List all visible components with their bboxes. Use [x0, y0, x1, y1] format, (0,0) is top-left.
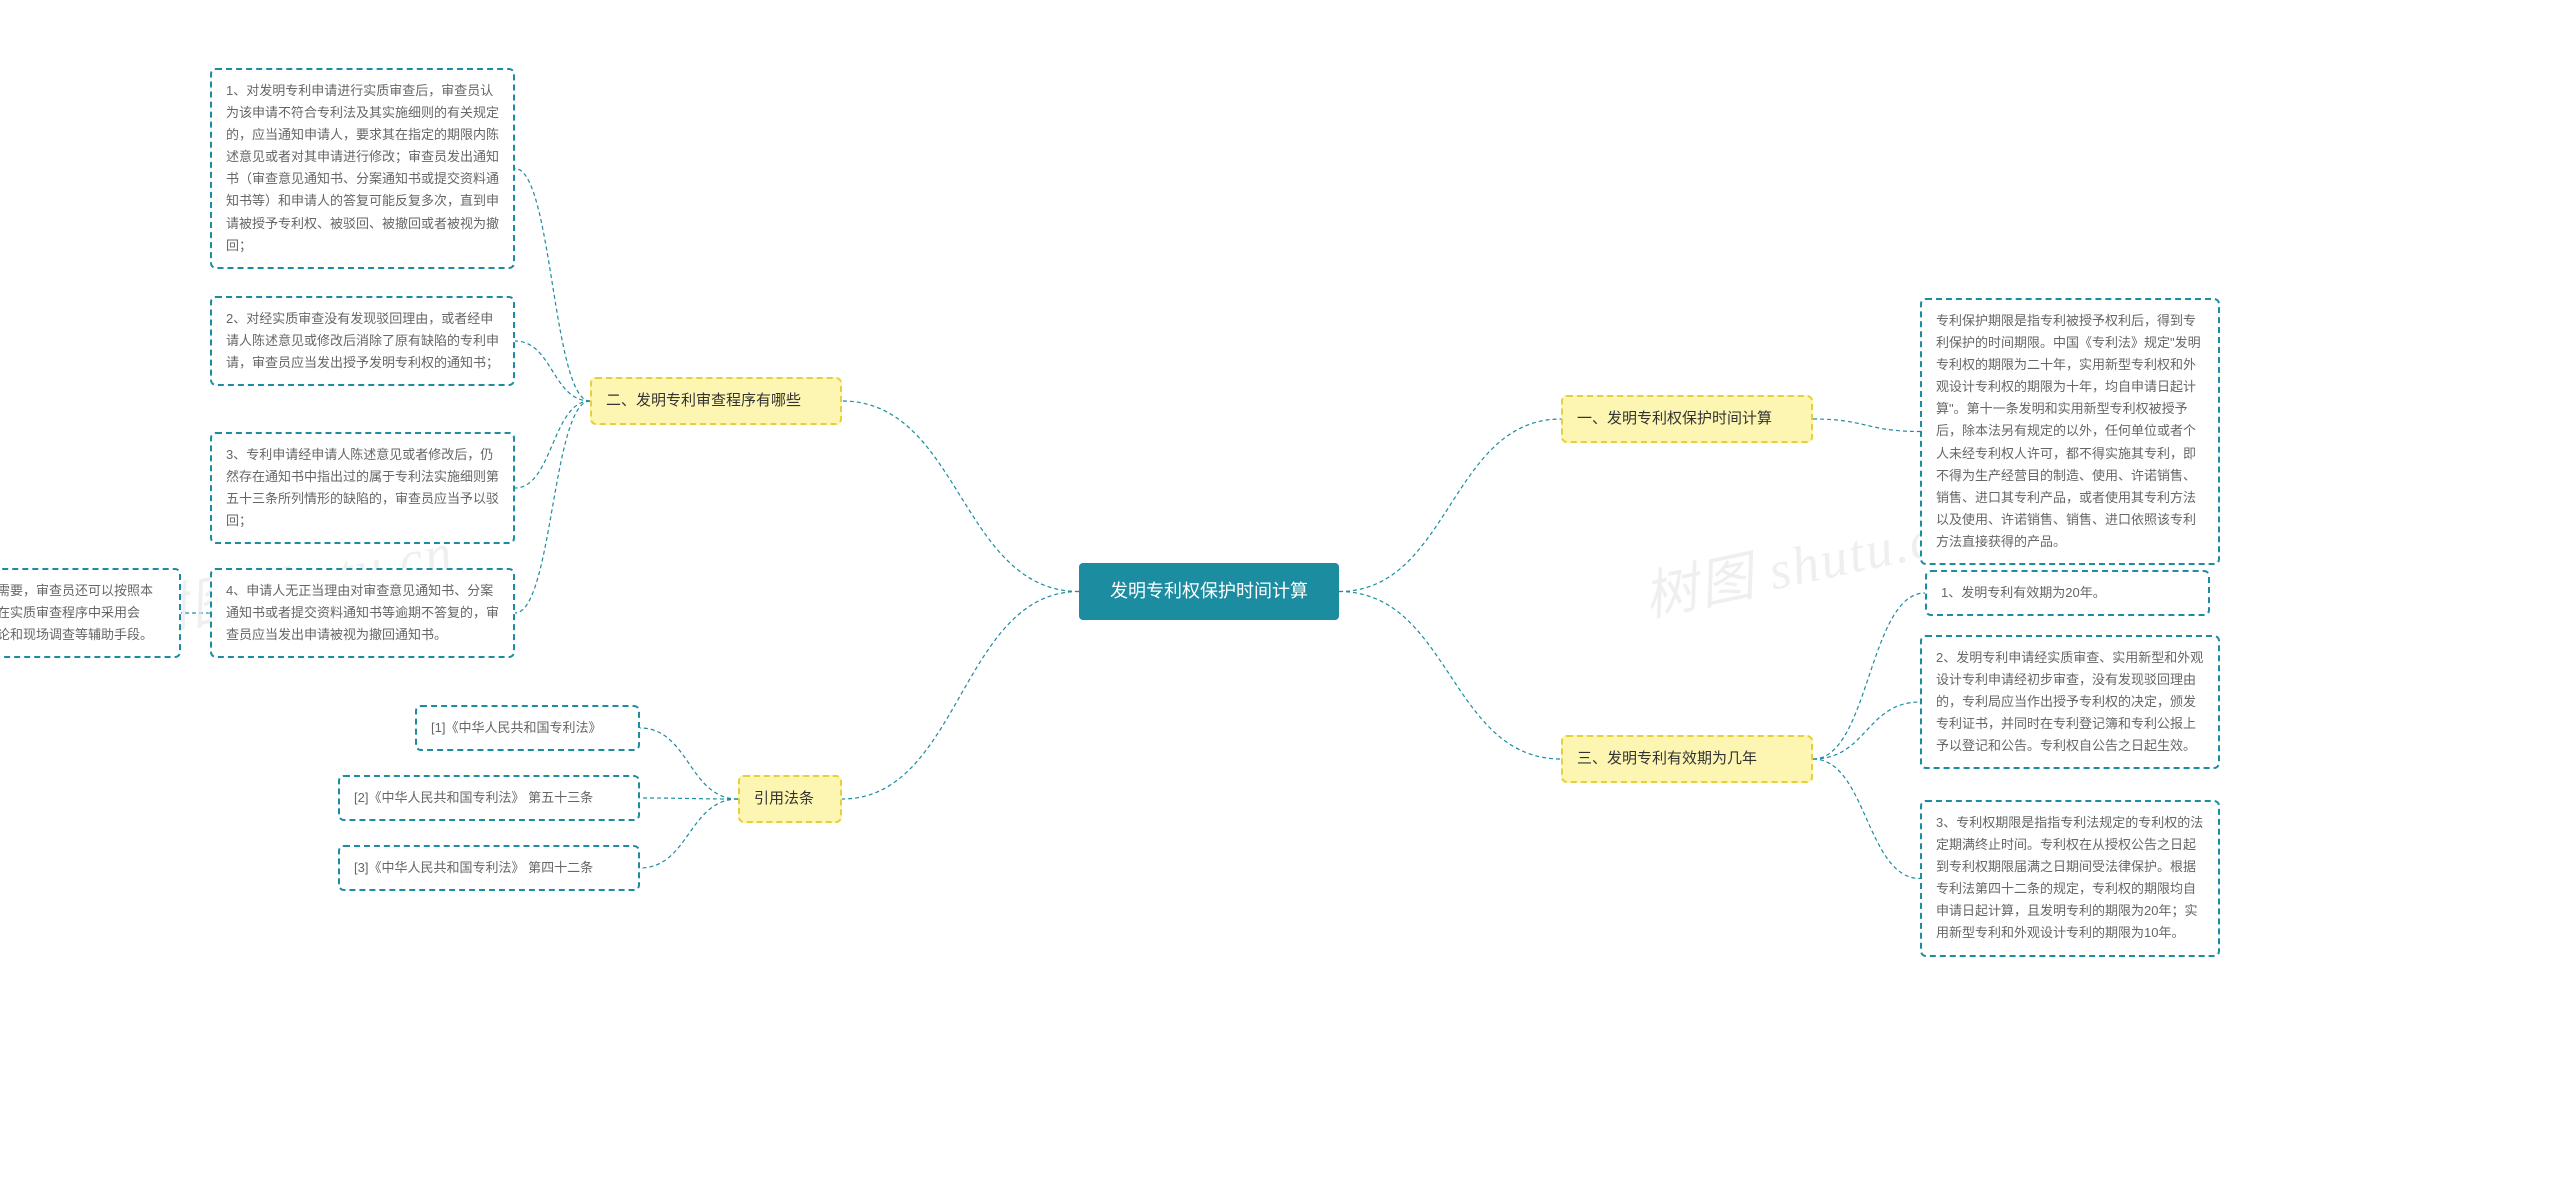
- leaf-procedure-4: 4、申请人无正当理由对审查意见通知书、分案通知书或者提交资料通知书等逾期不答复的…: [210, 568, 515, 658]
- leaf-validity-2: 2、发明专利申请经实质审查、实用新型和外观设计专利申请经初步审查，没有发现驳回理…: [1920, 635, 2220, 769]
- leaf-procedure-3: 3、专利申请经申请人陈述意见或者修改后，仍然存在通知书中指出过的属于专利法实施细…: [210, 432, 515, 544]
- branch-cited-laws: 引用法条: [738, 775, 842, 823]
- leaf-law-2: [2]《中华人民共和国专利法》 第五十三条: [338, 775, 640, 821]
- branch-validity-years: 三、发明专利有效期为几年: [1561, 735, 1813, 783]
- branch-review-procedures: 二、发明专利审查程序有哪些: [590, 377, 842, 425]
- leaf-procedure-1: 1、对发明专利申请进行实质审查后，审查员认为该申请不符合专利法及其实施细则的有关…: [210, 68, 515, 269]
- leaf-protection-time-1: 专利保护期限是指专利被授予权利后，得到专利保护的时间期限。中国《专利法》规定"发…: [1920, 298, 2220, 565]
- leaf-law-3: [3]《中华人民共和国专利法》 第四十二条: [338, 845, 640, 891]
- leaf-procedure-4-sub: 此外，根据需要，审查员还可以按照本指南的规定在实质审查程序中采用会晤、电话讨论和…: [0, 568, 181, 658]
- branch-protection-time: 一、发明专利权保护时间计算: [1561, 395, 1813, 443]
- leaf-validity-3: 3、专利权期限是指指专利法规定的专利权的法定期满终止时间。专利权在从授权公告之日…: [1920, 800, 2220, 957]
- leaf-validity-1: 1、发明专利有效期为20年。: [1925, 570, 2210, 616]
- root-node: 发明专利权保护时间计算: [1079, 563, 1339, 620]
- leaf-law-1: [1]《中华人民共和国专利法》: [415, 705, 640, 751]
- leaf-procedure-2: 2、对经实质审查没有发现驳回理由，或者经申请人陈述意见或修改后消除了原有缺陷的专…: [210, 296, 515, 386]
